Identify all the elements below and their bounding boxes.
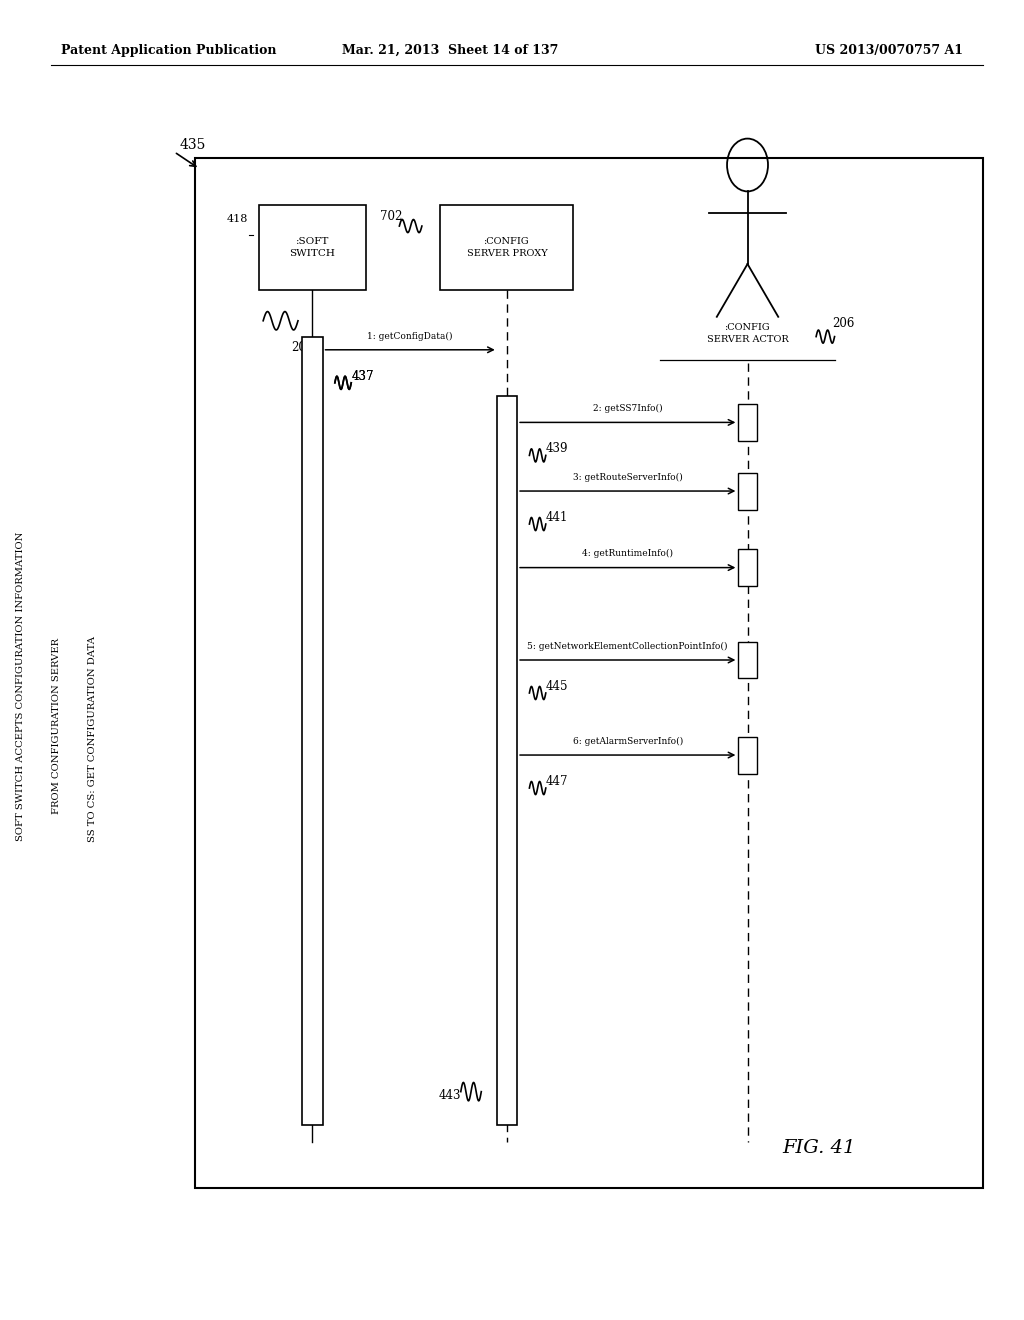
Text: 447: 447 xyxy=(546,775,568,788)
Bar xyxy=(738,642,757,678)
Bar xyxy=(738,404,757,441)
Text: 418: 418 xyxy=(227,214,248,224)
Bar xyxy=(738,549,757,586)
Text: 204: 204 xyxy=(291,341,313,354)
Text: 2: getSS7Info(): 2: getSS7Info() xyxy=(593,404,663,413)
Text: SS TO CS: GET CONFIGURATION DATA: SS TO CS: GET CONFIGURATION DATA xyxy=(88,636,96,842)
Text: FIG. 41: FIG. 41 xyxy=(782,1139,856,1158)
Text: 445: 445 xyxy=(546,680,568,693)
Text: FROM CONFIGURATION SERVER: FROM CONFIGURATION SERVER xyxy=(52,638,60,814)
Text: :SOFT
SWITCH: :SOFT SWITCH xyxy=(290,238,335,257)
Text: Mar. 21, 2013  Sheet 14 of 137: Mar. 21, 2013 Sheet 14 of 137 xyxy=(342,44,559,57)
Bar xyxy=(195,158,983,1188)
Bar xyxy=(302,337,323,1125)
Bar xyxy=(738,473,757,510)
Bar xyxy=(258,205,367,290)
Bar xyxy=(440,205,573,290)
Text: 443: 443 xyxy=(438,1089,461,1102)
Text: 6: getAlarmServerInfo(): 6: getAlarmServerInfo() xyxy=(572,737,683,746)
Text: 206: 206 xyxy=(833,317,855,330)
Text: 5: getNetworkElementCollectionPointInfo(): 5: getNetworkElementCollectionPointInfo(… xyxy=(527,642,728,651)
Text: 4: getRuntimeInfo(): 4: getRuntimeInfo() xyxy=(583,549,673,558)
Text: 437: 437 xyxy=(351,370,374,383)
Text: :CONFIG
SERVER ACTOR: :CONFIG SERVER ACTOR xyxy=(707,323,788,343)
Text: 702: 702 xyxy=(380,210,402,223)
Text: 437: 437 xyxy=(351,370,374,383)
Text: 435: 435 xyxy=(179,139,206,152)
Text: 441: 441 xyxy=(546,511,568,524)
Text: 3: getRouteServerInfo(): 3: getRouteServerInfo() xyxy=(572,473,683,482)
Text: 439: 439 xyxy=(546,442,568,455)
Text: US 2013/0070757 A1: US 2013/0070757 A1 xyxy=(814,44,963,57)
Bar xyxy=(497,396,517,1125)
Text: :CONFIG
SERVER PROXY: :CONFIG SERVER PROXY xyxy=(467,238,547,257)
Bar xyxy=(738,737,757,774)
Text: SOFT SWITCH ACCEPTS CONFIGURATION INFORMATION: SOFT SWITCH ACCEPTS CONFIGURATION INFORM… xyxy=(16,532,25,841)
Text: Patent Application Publication: Patent Application Publication xyxy=(61,44,276,57)
Text: 1: getConfigData(): 1: getConfigData() xyxy=(368,331,453,341)
